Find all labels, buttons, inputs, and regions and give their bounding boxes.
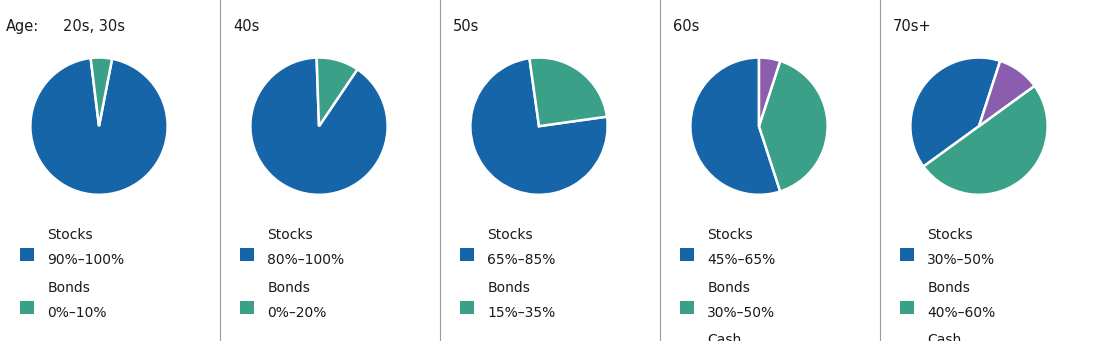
Text: Bonds: Bonds	[487, 281, 530, 295]
Text: Stocks: Stocks	[927, 228, 972, 242]
Wedge shape	[924, 86, 1047, 195]
Text: 65%–85%: 65%–85%	[487, 253, 556, 267]
Text: Cash: Cash	[707, 333, 741, 341]
Wedge shape	[759, 58, 780, 126]
Text: 40%–60%: 40%–60%	[927, 306, 996, 320]
Wedge shape	[911, 58, 1000, 166]
Text: Bonds: Bonds	[927, 281, 970, 295]
Text: Cash: Cash	[927, 333, 961, 341]
Text: Age:: Age:	[6, 19, 38, 34]
Text: 0%–20%: 0%–20%	[267, 306, 327, 320]
Wedge shape	[759, 61, 827, 191]
Text: 50s: 50s	[453, 19, 480, 34]
Text: Stocks: Stocks	[47, 228, 92, 242]
Text: 40s: 40s	[233, 19, 260, 34]
Text: 15%–35%: 15%–35%	[487, 306, 556, 320]
Text: Stocks: Stocks	[267, 228, 312, 242]
Text: 0%–10%: 0%–10%	[47, 306, 107, 320]
Text: 70s+: 70s+	[893, 19, 932, 34]
Text: 30%–50%: 30%–50%	[707, 306, 776, 320]
Wedge shape	[251, 58, 387, 195]
Wedge shape	[317, 58, 358, 126]
Wedge shape	[471, 58, 607, 195]
Text: Stocks: Stocks	[487, 228, 532, 242]
Text: Bonds: Bonds	[707, 281, 750, 295]
Wedge shape	[691, 58, 780, 195]
Text: 80%–100%: 80%–100%	[267, 253, 344, 267]
Text: Stocks: Stocks	[707, 228, 752, 242]
Wedge shape	[90, 58, 112, 126]
Text: Bonds: Bonds	[47, 281, 90, 295]
Text: 30%–50%: 30%–50%	[927, 253, 996, 267]
Text: 60s: 60s	[673, 19, 700, 34]
Text: 45%–65%: 45%–65%	[707, 253, 776, 267]
Wedge shape	[979, 61, 1034, 126]
Wedge shape	[529, 58, 607, 126]
Text: 20s, 30s: 20s, 30s	[63, 19, 124, 34]
Text: Bonds: Bonds	[267, 281, 310, 295]
Text: 90%–100%: 90%–100%	[47, 253, 124, 267]
Wedge shape	[31, 58, 167, 195]
